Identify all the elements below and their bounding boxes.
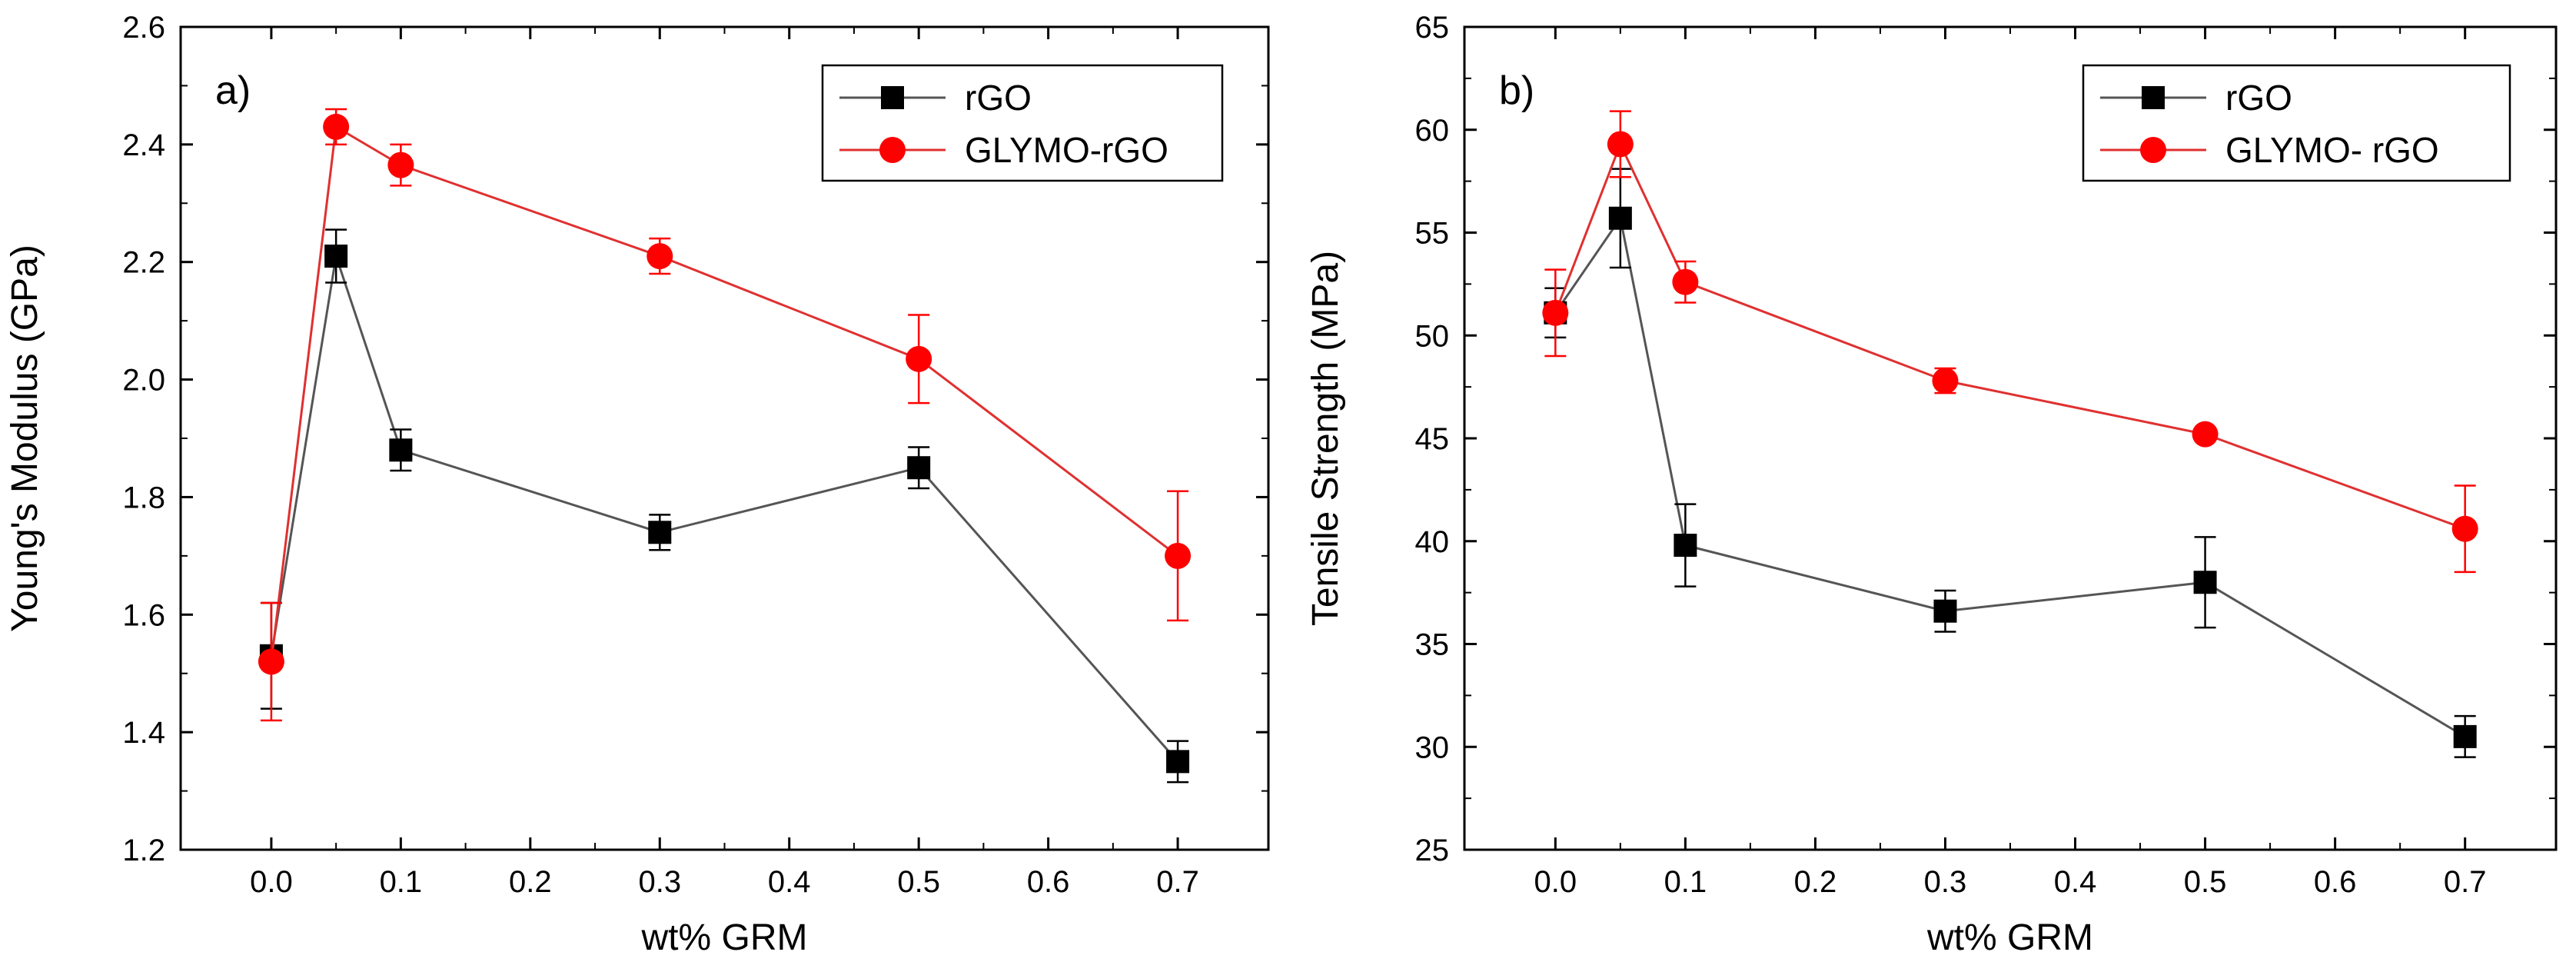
legend-marker — [2140, 137, 2166, 163]
x-tick-label: 0.1 — [380, 865, 423, 899]
x-tick-label: 0.5 — [897, 865, 940, 899]
panel-label: a) — [215, 68, 251, 113]
legend-box — [2082, 64, 2511, 182]
series-glymo-rgo — [258, 108, 1192, 722]
x-tick-label: 0.6 — [1027, 865, 1070, 899]
series-rgo — [1544, 168, 2477, 758]
x-tick-label: 0.5 — [2184, 865, 2227, 899]
legend-label: rGO — [2225, 78, 2292, 118]
data-point — [1542, 299, 1569, 326]
series-line — [1554, 215, 2466, 738]
legend-marker — [2142, 86, 2165, 109]
x-tick-label: 0.1 — [1664, 865, 1707, 899]
legend-marker — [879, 137, 906, 163]
legend: rGO GLYMO- rGO — [2082, 64, 2511, 182]
x-tick-label: 0.7 — [2444, 865, 2487, 899]
legend: rGO GLYMO-rGO — [821, 64, 1224, 182]
data-point — [324, 245, 348, 268]
y-tick-label: 40 — [1415, 525, 1450, 559]
legend-marker — [881, 86, 904, 109]
x-tick-label: 0.2 — [509, 865, 552, 899]
data-point — [258, 648, 284, 675]
data-point — [1608, 206, 1632, 230]
data-point — [1932, 368, 1959, 394]
y-tick-label: 45 — [1415, 422, 1450, 456]
x-tick-label: 0.0 — [1534, 865, 1577, 899]
y-tick-label: 1.8 — [122, 481, 165, 514]
series-rgo — [259, 228, 1190, 784]
series-line — [270, 125, 1178, 662]
data-point — [389, 438, 413, 462]
series-glymo-rgo — [1542, 110, 2478, 574]
y-tick-label: 65 — [1415, 11, 1450, 45]
y-tick-label: 25 — [1415, 834, 1450, 867]
chart-panel-a: 0.0 0.1 0.2 0.3 0.4 0.5 0.6 0.7 1.2 1.4 1.6 1.8 2.0 2… — [5, 11, 1270, 958]
x-tick-label: 0.3 — [638, 865, 681, 899]
data-point — [2193, 571, 2217, 594]
y-tick-label: 2.2 — [122, 246, 165, 280]
y-tick-label: 60 — [1415, 114, 1450, 148]
x-axis-title: wt% GRM — [641, 917, 808, 958]
data-point — [907, 456, 931, 480]
data-point — [1165, 542, 1192, 569]
x-tick-label: 0.7 — [1156, 865, 1199, 899]
data-point — [1674, 534, 1697, 558]
x-tick-label: 0.4 — [2054, 865, 2097, 899]
data-point — [648, 521, 672, 544]
data-point — [323, 113, 350, 140]
legend-label: rGO — [965, 78, 1032, 118]
data-point — [1166, 750, 1190, 774]
x-axis-title: wt% GRM — [1926, 917, 2093, 958]
data-point — [1933, 599, 1957, 623]
x-tick-label: 0.3 — [1924, 865, 1967, 899]
data-point — [387, 151, 414, 178]
y-tick-label: 2.0 — [122, 364, 165, 398]
y-tick-label: 55 — [1415, 217, 1450, 251]
x-tick-label: 0.2 — [1794, 865, 1837, 899]
y-tick-label: 35 — [1415, 628, 1450, 662]
chart-panel-b: 0.0 0.1 0.2 0.3 0.4 0.5 0.6 0.7 25 30 35 40 45 50 55 60… — [1305, 11, 2558, 958]
data-point — [2192, 421, 2219, 448]
y-tick-label: 2.6 — [122, 11, 165, 45]
panel-label: b) — [1499, 68, 1534, 113]
x-tick-label: 0.4 — [768, 865, 811, 899]
data-point — [1607, 131, 1634, 158]
y-tick-label: 2.4 — [122, 128, 165, 162]
data-point — [2453, 724, 2477, 748]
data-point — [906, 345, 932, 372]
y-tick-label: 50 — [1415, 319, 1450, 353]
data-point — [1672, 268, 1699, 295]
y-axis-title: Young's Modulus (GPa) — [5, 245, 45, 632]
y-tick-label: 1.2 — [122, 834, 165, 867]
data-point — [646, 243, 673, 270]
y-axis-title: Tensile Strength (MPa) — [1305, 251, 1346, 626]
legend-label: GLYMO- rGO — [2225, 130, 2439, 170]
series-line — [1554, 141, 2466, 531]
y-tick-label: 30 — [1415, 731, 1450, 764]
x-tick-label: 0.0 — [250, 865, 293, 899]
y-tick-label: 1.4 — [122, 716, 165, 750]
x-tick-label: 0.6 — [2314, 865, 2357, 899]
data-point — [2451, 515, 2478, 542]
legend-label: GLYMO-rGO — [965, 130, 1168, 170]
y-tick-label: 1.6 — [122, 598, 165, 632]
series-line — [270, 255, 1179, 763]
